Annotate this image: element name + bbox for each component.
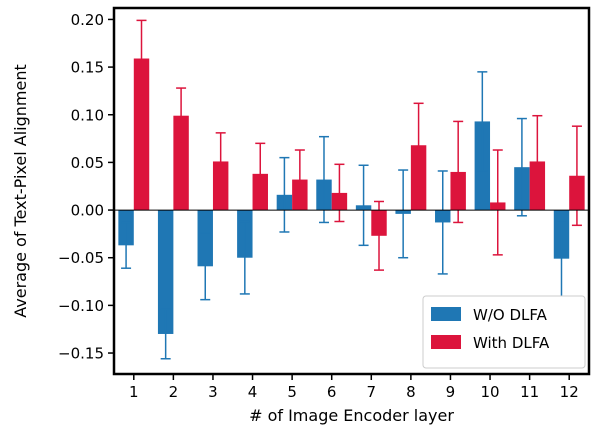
- x-tick-label: 3: [208, 383, 218, 401]
- y-tick-label: 0.10: [71, 106, 104, 124]
- error-bar-with-dlfa-4: [255, 142, 266, 206]
- x-tick-label: 9: [446, 383, 456, 401]
- x-tick-label: 5: [287, 383, 297, 401]
- bars-layer: [118, 58, 585, 334]
- error-bar-with-dlfa-7: [374, 200, 385, 271]
- error-bars-layer: [121, 19, 582, 360]
- error-bar-with-dlfa-1: [136, 19, 147, 98]
- y-axis-ticks: 0.20 0.15 0.10 0.05 0.00 −0.05 −0.10 −0.15: [58, 11, 114, 363]
- legend-label-wo-dlfa: W/O DLFA: [473, 306, 548, 324]
- legend-box: [422, 295, 586, 369]
- error-bar-with-dlfa-11: [532, 114, 543, 208]
- error-bar-wo-dlfa-2: [160, 308, 171, 360]
- error-bar-with-dlfa-12: [571, 125, 582, 227]
- error-bar-with-dlfa-5: [294, 149, 305, 210]
- error-bar-wo-dlfa-11: [516, 117, 527, 217]
- x-tick-label: 2: [169, 383, 179, 401]
- plot-frame: [112, 6, 591, 376]
- error-bar-with-dlfa-9: [453, 120, 464, 224]
- bar-with-dlfa-2: [173, 115, 189, 211]
- y-tick-label: −0.05: [58, 249, 104, 267]
- legend-swatch-with-dlfa: [431, 335, 461, 349]
- y-tick-label: −0.15: [58, 345, 104, 363]
- error-bar-with-dlfa-3: [215, 132, 226, 191]
- error-bar-wo-dlfa-6: [318, 135, 329, 224]
- error-bar-wo-dlfa-7: [358, 164, 369, 247]
- x-axis-label: # of Image Encoder layer: [249, 406, 454, 425]
- x-axis-ticks: 1 2 3 4 5 6 7 8 9 10 11 12: [129, 374, 579, 401]
- x-tick-label: 6: [327, 383, 337, 401]
- error-bar-with-dlfa-2: [176, 87, 187, 145]
- error-bar-wo-dlfa-9: [437, 170, 448, 275]
- y-tick-label: 0.00: [71, 202, 104, 220]
- error-bar-with-dlfa-8: [413, 102, 424, 188]
- y-tick-label: −0.10: [58, 297, 104, 315]
- y-tick-label: 0.20: [71, 11, 104, 29]
- x-tick-label: 8: [406, 383, 416, 401]
- legend-label-with-dlfa: With DLFA: [473, 334, 550, 352]
- x-tick-label: 7: [367, 383, 377, 401]
- error-bar-wo-dlfa-1: [121, 221, 132, 269]
- y-axis-label: Average of Text-Pixel Alignment: [11, 64, 30, 318]
- error-bar-wo-dlfa-10: [477, 71, 488, 172]
- x-tick-label: 4: [248, 383, 258, 401]
- y-tick-label: 0.05: [71, 154, 104, 172]
- error-bar-wo-dlfa-8: [398, 169, 409, 259]
- error-bar-with-dlfa-10: [492, 149, 503, 256]
- x-tick-label: 1: [129, 383, 139, 401]
- error-bar-wo-dlfa-4: [239, 220, 250, 295]
- legend: W/O DLFA With DLFA: [422, 295, 586, 369]
- y-tick-label: 0.15: [71, 59, 104, 77]
- error-bar-wo-dlfa-3: [200, 232, 211, 301]
- x-tick-label: 11: [520, 383, 539, 401]
- bar-wo-dlfa-2: [157, 210, 174, 334]
- x-tick-label: 10: [480, 383, 499, 401]
- error-bar-with-dlfa-6: [334, 163, 345, 223]
- legend-swatch-wo-dlfa: [431, 307, 461, 321]
- error-bar-wo-dlfa-5: [279, 156, 290, 233]
- x-tick-label: 12: [560, 383, 579, 401]
